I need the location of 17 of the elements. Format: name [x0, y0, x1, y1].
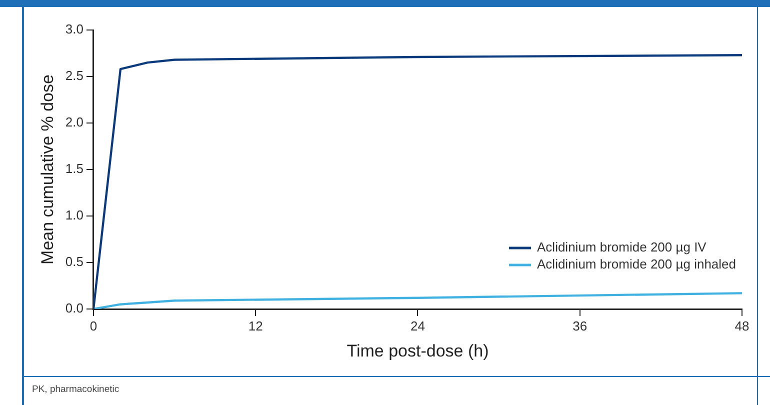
x-tick-label: 48: [734, 318, 750, 334]
y-tick-label: 1.0: [65, 208, 84, 223]
y-tick-label: 3.0: [65, 22, 84, 37]
y-tick-label: 0.0: [65, 300, 84, 316]
y-tick-label: 0.5: [65, 254, 84, 270]
text: PK, pharmacokinetic: [32, 384, 120, 395]
legend-label: Aclidinium bromide 200 µg IV: [537, 240, 707, 255]
x-axis-title: Time post-dose (h): [346, 341, 489, 360]
y-tick-label: 2.0: [65, 114, 84, 130]
x-tick-label: 36: [572, 318, 588, 334]
y-tick-label: 1.5: [65, 161, 84, 176]
x-tick-label: 0: [90, 318, 98, 334]
x-tick-label: 12: [248, 318, 263, 334]
y-tick-label: 2.5: [65, 68, 84, 84]
legend-label: Aclidinium bromide 200 µg inhaled: [537, 256, 736, 272]
y-axis-title: Mean cumulative % dose: [38, 74, 57, 264]
x-tick-label: 24: [410, 318, 425, 334]
